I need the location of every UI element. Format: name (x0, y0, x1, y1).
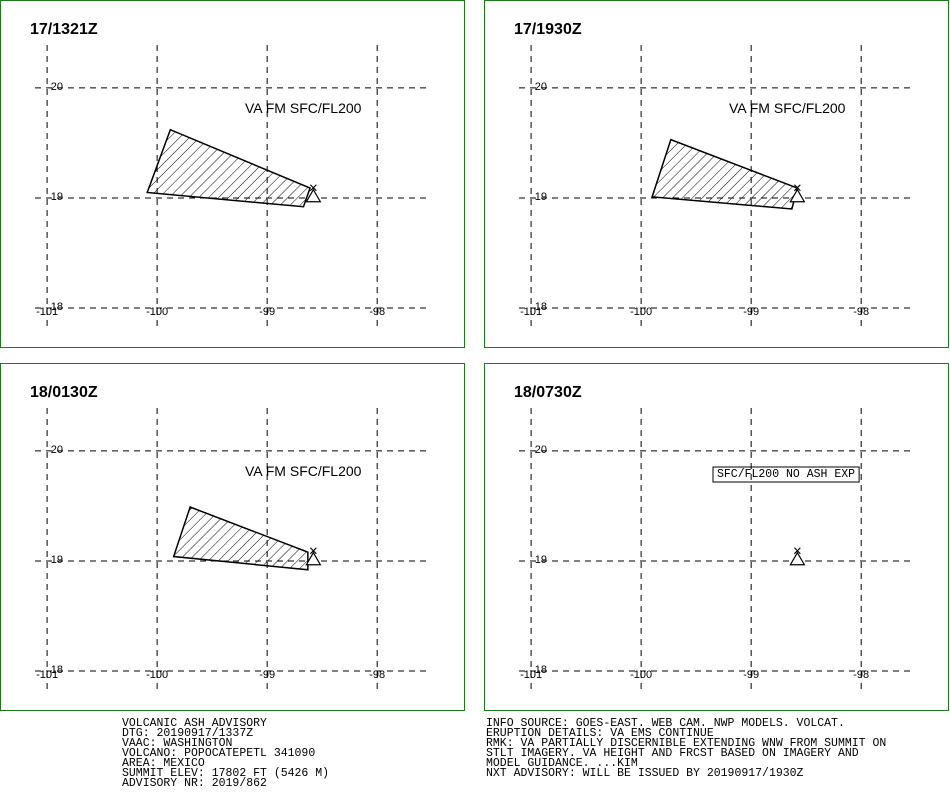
footer-line: AREA: MEXICO (122, 757, 205, 770)
y-tick-label: 20 (51, 444, 63, 456)
map-panel: 18 19 20 -101 -100 -99 -98 17/1930Z VA FM SFC/FL… (484, 0, 949, 348)
volcano-symbol (789, 547, 806, 566)
panel-border (484, 363, 949, 711)
y-tick-label: 18 (535, 301, 547, 313)
x-tick-label: -99 (743, 306, 759, 318)
x-tick-label: -100 (146, 306, 168, 318)
y-tick-label: 20 (51, 81, 63, 93)
x-tick-label: -100 (630, 306, 652, 318)
panel-border (484, 0, 949, 348)
panel-time: 17/1321Z (30, 21, 98, 38)
x-tick-label: -99 (743, 669, 759, 681)
y-tick-label: 18 (51, 664, 63, 676)
x-tick-label: -98 (369, 669, 385, 681)
volcano-icon (305, 547, 322, 566)
x-tick-label: -98 (853, 669, 869, 681)
y-tick-label: 19 (535, 554, 547, 566)
x-tick-label: -98 (369, 306, 385, 318)
x-tick-label: -98 (853, 306, 869, 318)
ash-area (146, 128, 312, 208)
x-tick-label: -101 (36, 669, 58, 681)
y-tick-label: 19 (51, 554, 63, 566)
footer-line: RMK: VA PARTIALLY DISCERNIBLE EXTENDING … (486, 737, 886, 750)
y-tick-label: 18 (51, 301, 63, 313)
footer-line: VAAC: WASHINGTON (122, 737, 232, 750)
panel-time: 18/0130Z (30, 384, 98, 401)
label-box (712, 466, 860, 483)
ash-label: SFC/FL200 NO ASH EXP (717, 468, 855, 481)
volcano-symbol (305, 547, 322, 566)
volcano-symbol (789, 184, 806, 203)
x-tick-label: -99 (259, 669, 275, 681)
y-tick-label: 18 (535, 664, 547, 676)
ash-label: VA FM SFC/FL200 (245, 100, 362, 116)
x-tick-label: -99 (259, 306, 275, 318)
footer-line: NXT ADVISORY: WILL BE ISSUED BY 20190917… (486, 767, 804, 780)
panel-border (0, 363, 465, 711)
volcano-icon (789, 547, 806, 566)
x-tick-label: -100 (146, 669, 168, 681)
panel-border (0, 0, 465, 348)
map-panel: 18 19 20 -101 -100 -99 -98 18/0730Z SFC/FL200 NO… (484, 363, 949, 711)
footer-line: ADVISORY NR: 2019/862 (122, 777, 267, 790)
footer-line: MODEL GUIDANCE. ...KIM (486, 757, 638, 770)
panel-time: 18/0730Z (514, 384, 582, 401)
footer-line: VOLCANO: POPOCATEPETL 341090 (122, 747, 315, 760)
footer-line: SUMMIT ELEV: 17802 FT (5426 M) (122, 767, 329, 780)
ash-label: VA FM SFC/FL200 (245, 463, 362, 479)
map-panel: 18 19 20 -101 -100 -99 -98 18/0130Z VA FM SFC/FL… (0, 363, 465, 711)
footer-line: ERUPTION DETAILS: VA EMS CONTINUE (486, 727, 714, 740)
ash-area (172, 506, 309, 571)
footer-line: STLT IMAGERY. VA HEIGHT AND FRCST BASED … (486, 747, 859, 760)
ash-label: VA FM SFC/FL200 (729, 100, 846, 116)
volcano-symbol (305, 184, 322, 203)
y-tick-label: 20 (535, 444, 547, 456)
map-panel: 18 19 20 -101 -100 -99 -98 17/1321Z VA FM SFC/FL… (0, 0, 465, 348)
y-tick-label: 19 (535, 191, 547, 203)
footer-line: VOLCANIC ASH ADVISORY (122, 717, 267, 730)
panel-time: 17/1930Z (514, 21, 582, 38)
y-tick-label: 19 (51, 191, 63, 203)
ash-area (651, 138, 799, 210)
volcano-icon (305, 184, 322, 203)
x-tick-label: -101 (520, 669, 542, 681)
footer-line: DTG: 20190917/1337Z (122, 727, 253, 740)
x-tick-label: -101 (36, 306, 58, 318)
x-tick-label: -100 (630, 669, 652, 681)
x-tick-label: -101 (520, 306, 542, 318)
footer-line: INFO SOURCE: GOES-EAST. WEB CAM. NWP MOD… (486, 717, 845, 730)
y-tick-label: 20 (535, 81, 547, 93)
volcano-icon (789, 184, 806, 203)
